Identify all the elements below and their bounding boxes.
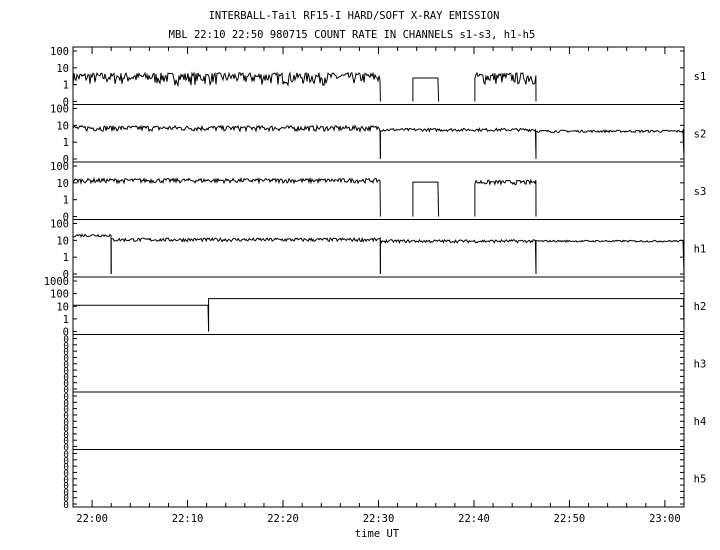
y-tick-label-h4: 0 xyxy=(63,424,69,435)
x-tick-label: 22:50 xyxy=(554,513,586,525)
y-tick-label-h5: 0 xyxy=(63,462,69,473)
panel-frame-h4 xyxy=(72,391,685,450)
y-tick-label-h4: 0 xyxy=(63,417,69,428)
y-tick-label-s2: 0 xyxy=(63,154,69,166)
series-line-s3 xyxy=(474,178,537,217)
y-tick-label-h2: 1 xyxy=(63,314,69,326)
x-axis-ticks: 22:00 22:10 22:20 22:30 22:40 22:50 23:00 xyxy=(76,47,681,525)
x-tick-label: 22:20 xyxy=(267,513,299,525)
y-tick-label-h2: 1000 xyxy=(44,276,69,288)
y-tick-label-s1: 1 xyxy=(63,80,69,92)
y-tick-label-h5: 0 xyxy=(63,487,69,498)
y-tick-label-h1: 0 xyxy=(63,269,69,281)
y-tick-label-h3: 0 xyxy=(63,341,69,352)
x-tick-label: 22:00 xyxy=(76,513,108,525)
y-tick-label-h4: 0 xyxy=(63,436,69,447)
x-axis-label: time UT xyxy=(355,528,400,540)
y-tick-label-s2: 10 xyxy=(56,120,69,132)
series-line-h1 xyxy=(110,236,381,275)
y-tick-label-s1: 10 xyxy=(56,63,69,75)
channel-label-h5: h5 xyxy=(694,473,707,485)
y-tick-label-s3: 0 xyxy=(63,212,69,224)
channel-label-s1: s1 xyxy=(694,71,707,83)
series-line-h2 xyxy=(208,298,685,332)
chart-title: INTERBALL-Tail RF15-I HARD/SOFT X-RAY EM… xyxy=(209,10,500,22)
y-tick-label-h3: 0 xyxy=(63,379,69,390)
channel-label-h2: h2 xyxy=(694,301,707,313)
series-line-h1 xyxy=(535,239,685,275)
y-tick-label-s1: 0 xyxy=(63,97,69,109)
series-line-s3 xyxy=(72,176,381,217)
y-tick-label-h5: 0 xyxy=(63,456,69,467)
y-tick-label-h2: 0 xyxy=(63,327,69,339)
y-tick-label-h1: 1 xyxy=(63,252,69,264)
y-tick-label-h4: 0 xyxy=(63,405,69,416)
series-line-s2 xyxy=(72,124,381,160)
channel-label-h3: h3 xyxy=(694,358,707,370)
y-tick-label-h5: 0 xyxy=(63,475,69,486)
y-tick-label-s2: 100 xyxy=(50,104,69,116)
y-tick-label-h5: 0 xyxy=(63,450,69,461)
y-tick-label-h3: 0 xyxy=(63,360,69,371)
chart-subtitle: MBL 22:10 22:50 980715 COUNT RATE IN CHA… xyxy=(169,29,536,41)
y-tick-label-s1: 100 xyxy=(50,46,69,58)
x-tick-label: 23:00 xyxy=(649,513,681,525)
y-tick-label-h3: 0 xyxy=(63,347,69,358)
y-tick-label-h2: 10 xyxy=(56,301,69,313)
channel-label-s3: s3 xyxy=(694,186,707,198)
panel-frame-h5 xyxy=(72,449,685,508)
y-tick-label-s3: 10 xyxy=(56,178,69,190)
channel-label-h1: h1 xyxy=(694,243,707,255)
y-tick-label-h5: 0 xyxy=(63,500,69,511)
y-tick-label-h4: 0 xyxy=(63,443,69,454)
y-tick-label-h3: 0 xyxy=(63,366,69,377)
y-tick-label-s3: 1 xyxy=(63,195,69,207)
series-line-s3 xyxy=(412,181,440,217)
series-line-h1 xyxy=(72,233,112,275)
y-tick-label-h5: 0 xyxy=(63,481,69,492)
channel-label-h4: h4 xyxy=(694,416,707,428)
y-tick-label-h5: 0 xyxy=(63,468,69,479)
y-tick-label-h3: 0 xyxy=(63,385,69,396)
y-tick-label-h3: 0 xyxy=(63,372,69,383)
y-tick-label-s3: 100 xyxy=(50,161,69,173)
series-line-s1 xyxy=(412,77,440,102)
panel-frame-s3 xyxy=(72,161,685,220)
panel-frame-s1 xyxy=(72,46,685,105)
panel-frame-h3 xyxy=(72,334,685,393)
y-tick-label-h1: 100 xyxy=(50,219,69,231)
y-tick-label-h3: 0 xyxy=(63,353,69,364)
y-tick-label-h5: 0 xyxy=(63,494,69,505)
y-tick-label-h4: 0 xyxy=(63,392,69,403)
y-tick-label-h4: 0 xyxy=(63,411,69,422)
panel-frame-h1 xyxy=(72,219,685,278)
panels-group: 1001010s11001010s21001010s31001010h11000… xyxy=(44,46,707,511)
y-tick-label-h4: 0 xyxy=(63,430,69,441)
series-line-s1 xyxy=(72,71,381,102)
y-tick-label-h1: 10 xyxy=(56,235,69,247)
channel-label-s2: s2 xyxy=(694,128,707,140)
y-tick-label-s2: 1 xyxy=(63,137,69,149)
series-line-s1 xyxy=(474,71,537,102)
x-tick-label: 22:10 xyxy=(172,513,204,525)
series-line-h2 xyxy=(72,304,210,332)
x-tick-label: 22:40 xyxy=(458,513,490,525)
panel-frame-s2 xyxy=(72,104,685,163)
x-tick-label: 22:30 xyxy=(363,513,395,525)
series-line-s2 xyxy=(535,128,685,160)
y-tick-label-h2: 100 xyxy=(50,289,69,301)
y-tick-label-h3: 0 xyxy=(63,335,69,346)
series-line-h1 xyxy=(379,238,537,275)
series-line-s2 xyxy=(379,127,537,160)
y-tick-label-h4: 0 xyxy=(63,398,69,409)
